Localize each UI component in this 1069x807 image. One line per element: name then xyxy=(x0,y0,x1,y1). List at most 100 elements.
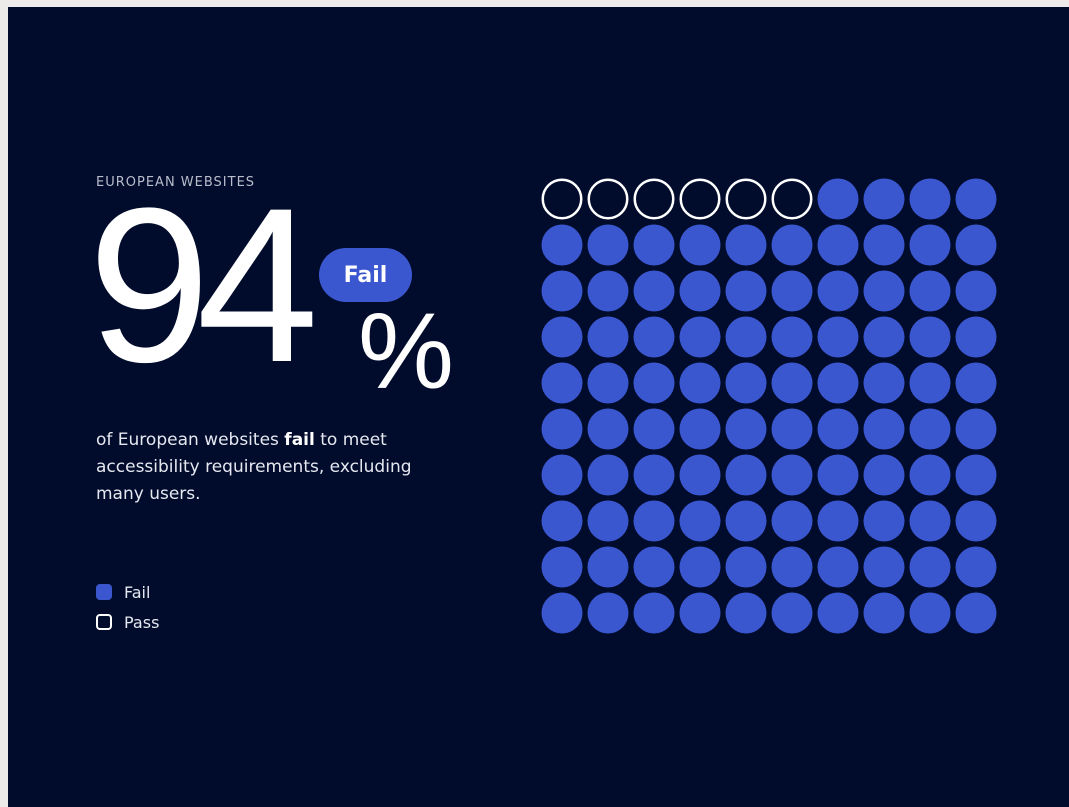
waffle-cell-fail xyxy=(679,316,721,358)
waffle-cell-fail xyxy=(725,500,767,542)
legend: Fail Pass xyxy=(96,577,159,637)
waffle-cell-fail xyxy=(633,362,675,404)
waffle-cell-pass xyxy=(587,178,629,220)
waffle-cell-fail xyxy=(679,270,721,312)
waffle-cell-fail xyxy=(955,408,997,450)
waffle-cell-fail xyxy=(725,270,767,312)
waffle-cell-fail xyxy=(725,592,767,634)
legend-item-pass: Pass xyxy=(96,607,159,637)
pass-swatch-icon xyxy=(96,614,112,630)
waffle-cell-fail xyxy=(955,316,997,358)
waffle-cell-fail xyxy=(909,408,951,450)
waffle-cell-fail xyxy=(541,500,583,542)
waffle-cell-fail xyxy=(863,408,905,450)
waffle-cell-fail xyxy=(587,500,629,542)
waffle-cell-fail xyxy=(817,362,859,404)
waffle-cell-fail xyxy=(817,592,859,634)
waffle-cell-fail xyxy=(817,408,859,450)
waffle-cell-fail xyxy=(541,408,583,450)
waffle-cell-fail xyxy=(679,546,721,588)
waffle-cell-fail xyxy=(817,224,859,266)
description-prefix: of European websites xyxy=(96,430,285,450)
waffle-cell-fail xyxy=(679,500,721,542)
legend-item-fail: Fail xyxy=(96,577,159,607)
waffle-cell-fail xyxy=(863,316,905,358)
waffle-cell-pass xyxy=(541,178,583,220)
waffle-cell-fail xyxy=(587,362,629,404)
waffle-cell-fail xyxy=(633,592,675,634)
waffle-cell-fail xyxy=(541,316,583,358)
waffle-cell-fail xyxy=(587,270,629,312)
waffle-cell-fail xyxy=(863,270,905,312)
waffle-cell-fail xyxy=(817,500,859,542)
waffle-cell-fail xyxy=(541,224,583,266)
waffle-cell-fail xyxy=(541,270,583,312)
waffle-cell-fail xyxy=(863,592,905,634)
waffle-cell-fail xyxy=(955,270,997,312)
waffle-cell-fail xyxy=(909,546,951,588)
waffle-cell-fail xyxy=(955,500,997,542)
waffle-cell-fail xyxy=(955,178,997,220)
waffle-cell-fail xyxy=(955,224,997,266)
waffle-cell-fail xyxy=(725,408,767,450)
waffle-cell-fail xyxy=(587,592,629,634)
waffle-cell-fail xyxy=(633,454,675,496)
waffle-cell-fail xyxy=(955,592,997,634)
waffle-cell-fail xyxy=(863,224,905,266)
waffle-cell-fail xyxy=(587,316,629,358)
waffle-cell-pass xyxy=(633,178,675,220)
waffle-cell-fail xyxy=(909,592,951,634)
waffle-cell-pass xyxy=(771,178,813,220)
waffle-cell-fail xyxy=(679,454,721,496)
fail-swatch-icon xyxy=(96,584,112,600)
waffle-cell-pass xyxy=(679,178,721,220)
waffle-cell-fail xyxy=(909,270,951,312)
waffle-cell-fail xyxy=(909,224,951,266)
waffle-cell-fail xyxy=(633,546,675,588)
eyebrow-label: EUROPEAN WEBSITES xyxy=(96,175,256,190)
waffle-cell-fail xyxy=(679,362,721,404)
waffle-cell-fail xyxy=(909,316,951,358)
waffle-cell-fail xyxy=(587,224,629,266)
waffle-cell-fail xyxy=(817,454,859,496)
waffle-cell-fail xyxy=(863,546,905,588)
description-highlight: fail xyxy=(284,430,315,450)
waffle-cell-fail xyxy=(863,500,905,542)
waffle-cell-fail xyxy=(955,362,997,404)
waffle-cell-fail xyxy=(587,454,629,496)
waffle-cell-fail xyxy=(863,178,905,220)
waffle-cell-fail xyxy=(955,454,997,496)
waffle-cell-fail xyxy=(771,270,813,312)
legend-pass-label: Pass xyxy=(124,612,160,632)
waffle-cell-fail xyxy=(633,224,675,266)
waffle-cell-fail xyxy=(955,546,997,588)
waffle-cell-fail xyxy=(817,270,859,312)
waffle-cell-fail xyxy=(817,546,859,588)
waffle-cell-fail xyxy=(771,224,813,266)
waffle-cell-fail xyxy=(633,316,675,358)
waffle-cell-fail xyxy=(909,362,951,404)
waffle-cell-fail xyxy=(771,546,813,588)
waffle-cell-fail xyxy=(541,362,583,404)
waffle-cell-fail xyxy=(541,592,583,634)
waffle-cell-fail xyxy=(771,316,813,358)
waffle-cell-fail xyxy=(725,316,767,358)
waffle-cell-fail xyxy=(725,224,767,266)
waffle-cell-fail xyxy=(771,592,813,634)
description-suffix: to meet accessibility requirements, excl… xyxy=(96,430,412,504)
waffle-cell-fail xyxy=(909,500,951,542)
waffle-cell-pass xyxy=(725,178,767,220)
waffle-cell-fail xyxy=(863,362,905,404)
waffle-cell-fail xyxy=(771,500,813,542)
fail-badge: Fail xyxy=(319,248,412,302)
infographic-panel: EUROPEAN WEBSITES 94 % Fail of European … xyxy=(8,7,1069,807)
waffle-cell-fail xyxy=(587,546,629,588)
waffle-cell-fail xyxy=(725,546,767,588)
legend-fail-label: Fail xyxy=(124,582,151,602)
stat-description: of European websites fail to meet access… xyxy=(96,427,416,508)
waffle-cell-fail xyxy=(909,454,951,496)
stat-percent-sign: % xyxy=(358,290,455,411)
stat-value: 94 xyxy=(88,162,319,408)
waffle-cell-fail xyxy=(725,454,767,496)
waffle-cell-fail xyxy=(633,500,675,542)
